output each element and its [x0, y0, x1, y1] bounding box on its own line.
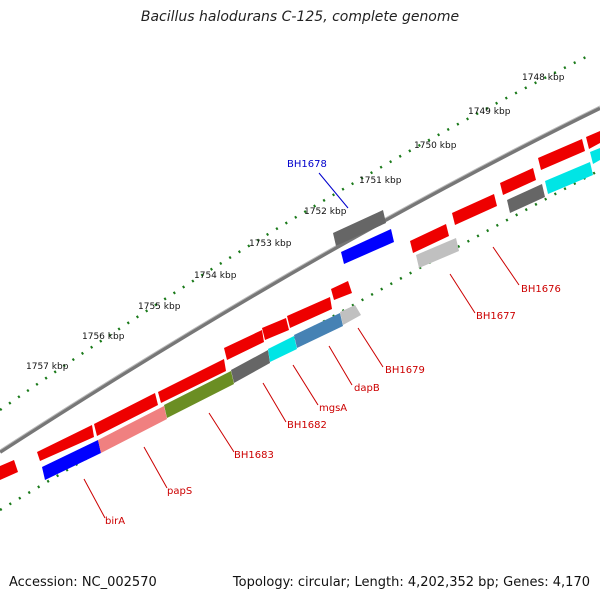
cds-papS[interactable]	[98, 406, 167, 453]
gene-segment[interactable]	[331, 281, 352, 300]
kbp-label: 1751 kbp	[359, 176, 402, 186]
gene-label[interactable]: birA	[105, 516, 125, 527]
kbp-label: 1756 kbp	[82, 332, 125, 342]
cds-BH1677[interactable]	[416, 238, 459, 268]
cds-BH1678-blue[interactable]	[341, 229, 394, 264]
gene-segment[interactable]	[158, 359, 226, 403]
kbp-label: 1753 kbp	[249, 239, 292, 249]
gene-label[interactable]: BH1678	[287, 159, 327, 170]
kbp-label: 1750 kbp	[414, 141, 457, 151]
forward-strand-genes	[0, 131, 600, 480]
accession-text: Accession: NC_002570	[9, 575, 157, 590]
gene-segment[interactable]	[37, 425, 94, 461]
gene-segment[interactable]	[0, 460, 18, 480]
gene-segment[interactable]	[94, 393, 158, 436]
summary-text: Topology: circular; Length: 4,202,352 bp…	[232, 575, 590, 590]
gene-label[interactable]: BH1683	[234, 450, 274, 461]
gene-label[interactable]: BH1682	[287, 420, 327, 431]
gene-label[interactable]: mgsA	[319, 403, 347, 414]
gene-label[interactable]: dapB	[354, 383, 380, 394]
cds-cyan-3[interactable]	[590, 148, 600, 164]
kbp-label: 1752 kbp	[304, 207, 347, 217]
gene-segment[interactable]	[410, 224, 449, 253]
gene-segment[interactable]	[452, 194, 497, 225]
map-title: Bacillus halodurans C-125, complete geno…	[140, 9, 460, 25]
label-leaders	[83, 172, 520, 519]
kbp-label: 1754 kbp	[194, 271, 237, 281]
gene-segment[interactable]	[500, 168, 536, 195]
cds-birA[interactable]	[42, 440, 101, 480]
kbp-label: 1748 kbp	[522, 73, 565, 83]
cds-BH1678-grey[interactable]	[333, 210, 386, 246]
coloured-cds	[42, 148, 600, 480]
cds-grey-2[interactable]	[507, 184, 545, 213]
gene-label[interactable]: BH1676	[521, 284, 561, 295]
cds-cyan-2[interactable]	[545, 162, 593, 194]
kbp-label: 1749 kbp	[468, 107, 511, 117]
cds-mgsA[interactable]	[268, 336, 297, 362]
gene-segment[interactable]	[538, 139, 585, 170]
gene-segment[interactable]	[287, 297, 332, 328]
cds-BH1679[interactable]	[340, 305, 361, 325]
cds-BH1682[interactable]	[231, 350, 270, 383]
gene-label[interactable]: BH1679	[385, 365, 425, 376]
cds-BH1683[interactable]	[164, 371, 234, 418]
gene-segment[interactable]	[262, 318, 289, 340]
gene-labels: BH1678 BH1676 BH1677 BH1679 dapB mgsA BH…	[105, 159, 561, 527]
gene-segment[interactable]	[224, 330, 264, 360]
gene-label[interactable]: BH1677	[476, 311, 516, 322]
gene-segment[interactable]	[586, 131, 600, 149]
kbp-label: 1757 kbp	[26, 362, 69, 372]
cds-dapB[interactable]	[294, 313, 343, 348]
kbp-labels: 1748 kbp 1749 kbp 1750 kbp 1751 kbp 1752…	[26, 73, 565, 372]
kbp-label: 1755 kbp	[138, 302, 181, 312]
gene-label[interactable]: papS	[167, 486, 192, 497]
genome-backbone	[0, 105, 600, 454]
